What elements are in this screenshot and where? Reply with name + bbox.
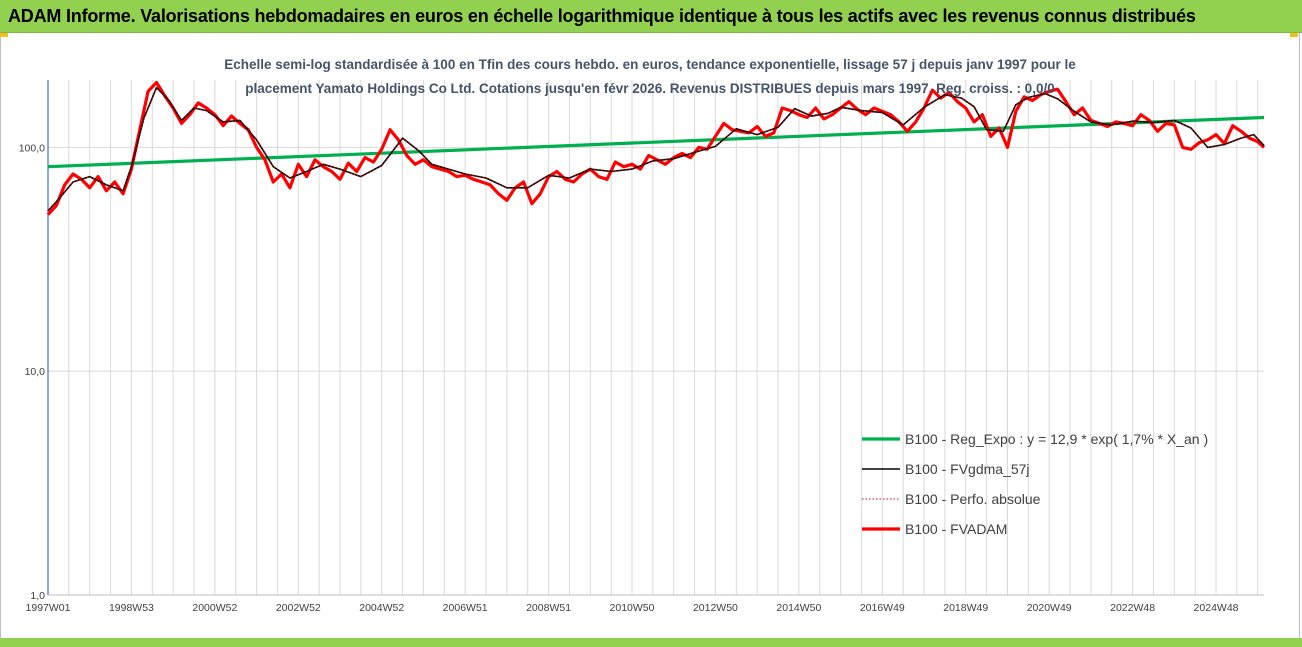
x-tick-label: 1997W01 [26,602,71,614]
series-line-1 [47,115,1265,169]
series-layer [46,80,1266,216]
legend-label: B100 - FVgdma_57j [905,461,1030,477]
series-line-2 [47,86,1265,212]
chart-subtitle-line-1: Echelle semi-log standardisée à 100 en T… [224,57,1076,72]
x-tick-label: 2004W52 [359,602,404,614]
legend-label: B100 - FVADAM [905,521,1007,537]
bottom-strip [0,638,1302,647]
title-bar: ADAM Informe. Valorisations hebdomadaire… [0,0,1302,33]
y-tick-label: 1,0 [30,590,45,602]
chart-subtitle: Echelle semi-log standardisée à 100 en T… [224,57,1076,96]
chart: 1,0 10,0 100,0 1997W01 1998W53 2000W52 2002W5… [19,57,1266,614]
x-tick-label: 2010W50 [610,602,655,614]
x-tick-label: 2018W49 [943,602,988,614]
x-tick-label: 2016W49 [860,602,905,614]
x-tick-label: 2008W51 [526,602,571,614]
x-tick-label: 2000W52 [192,602,237,614]
chart-subtitle-line-2: placement Yamato Holdings Co Ltd. Cotati… [245,81,1054,96]
x-tick-label: 2002W52 [276,602,321,614]
legend-label: B100 - Perfo. absolue [905,491,1041,507]
x-tick-label: 2022W48 [1110,602,1155,614]
corner-marker-right [1290,33,1298,37]
x-tick-label: 1998W53 [109,602,154,614]
series-line-3 [47,87,1265,212]
x-tick-label: 2014W50 [776,602,821,614]
legend-label: B100 - Reg_Expo : y = 12,9 * exp( 1,7% *… [905,431,1208,447]
grid-lines [48,80,1264,596]
y-tick-label: 100,0 [19,142,45,154]
x-tick-label: 2020W49 [1027,602,1072,614]
x-tick-label: 2006W51 [443,602,488,614]
x-axis: 1997W01 1998W53 2000W52 2002W52 2004W52 2006W… [26,594,1264,614]
y-axis: 1,0 10,0 100,0 [19,80,49,602]
x-tick-label: 2024W48 [1194,602,1239,614]
corner-marker-left [0,33,8,37]
x-tick-label: 2012W50 [693,602,738,614]
legend: B100 - Reg_Expo : y = 12,9 * exp( 1,7% *… [862,431,1208,537]
series-line-4 [46,80,1266,216]
y-tick-label: 10,0 [25,366,46,378]
page-title: ADAM Informe. Valorisations hebdomadaire… [8,6,1196,26]
